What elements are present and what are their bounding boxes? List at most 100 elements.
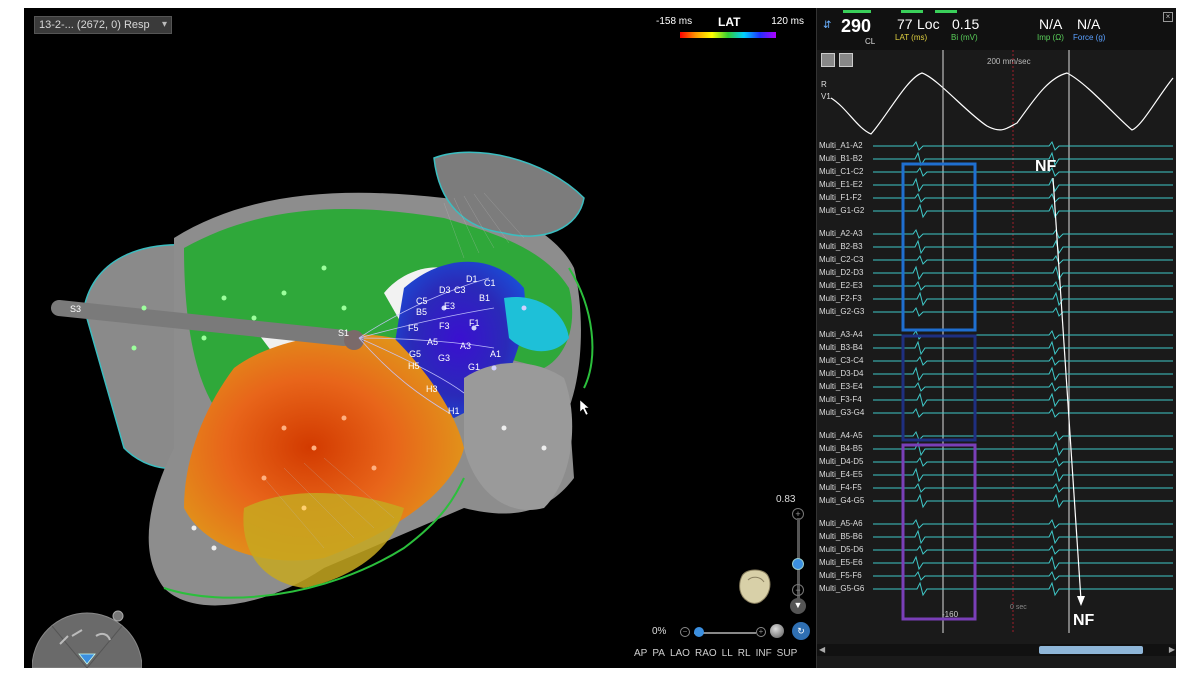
highlight-box-navy [901, 334, 977, 442]
close-icon[interactable]: × [1163, 12, 1173, 22]
map-selector-dropdown[interactable]: 13-2-... (2672, 0) Resp ▾ [34, 16, 172, 34]
lat-metric: 77 LAT (ms) [895, 16, 927, 42]
layout-tool-icon[interactable] [839, 53, 853, 67]
electrode-label: B5 [416, 307, 427, 317]
surface-lead-label: V1 [821, 92, 831, 101]
tool-dial-divider [51, 625, 123, 668]
channel-label: Multi_A1-A2 [819, 141, 863, 150]
cycle-length-label: CL [865, 37, 876, 46]
view-sup-button[interactable]: SUP [776, 648, 798, 659]
channel-trace [873, 467, 1173, 483]
channel-trace [873, 254, 1173, 265]
channel-trace [873, 329, 1173, 340]
channel-label: Multi_E4-E5 [819, 470, 863, 479]
lat-color-bar [680, 32, 776, 38]
status-indicator-bar [843, 10, 871, 13]
3d-map-viewport[interactable]: S3 S1 D1 C1 D3 C3 B1 E3 F1 F3 F5 A5 A3 A… [24, 8, 816, 668]
scrollbar-thumb[interactable] [1039, 646, 1143, 654]
channel-label: Multi_D2-D3 [819, 268, 864, 277]
channel-label: Multi_F4-F5 [819, 483, 862, 492]
egm-traces[interactable] [817, 8, 1176, 668]
tool-dial-pen-icon[interactable] [59, 629, 83, 645]
channel-trace [873, 381, 1173, 392]
electrode-label: H5 [408, 361, 420, 371]
electrode-label: C3 [454, 285, 466, 295]
chevron-down-circle-icon[interactable]: ▼ [790, 598, 806, 614]
sort-arrows-icon[interactable]: ⇵ [823, 20, 832, 31]
channel-trace [873, 192, 1173, 203]
tool-dial-background [32, 612, 142, 668]
surface-lead-r-label: R [821, 80, 827, 89]
electrode-label: S1 [338, 328, 349, 338]
view-ap-button[interactable]: AP [634, 648, 648, 659]
tool-dial-widget[interactable] [32, 608, 142, 668]
channel-trace [873, 228, 1173, 239]
catheter-shaft [51, 300, 352, 346]
view-lao-button[interactable]: LAO [669, 648, 690, 659]
orientation-heart-icon[interactable] [736, 566, 774, 606]
channel-trace [873, 355, 1173, 366]
channel-trace [873, 529, 1173, 545]
egm-horizontal-scrollbar[interactable]: ◀ ▶ [817, 644, 1176, 656]
transparency-slider-track[interactable] [694, 632, 756, 634]
egm-signal-panel[interactable]: ⇵ 290 CL 77 LAT (ms) Loc 0.15 Bi (mV) N/… [816, 8, 1176, 668]
cardiac-map-render[interactable]: S3 S1 D1 C1 D3 C3 B1 E3 F1 F3 F5 A5 A3 A… [24, 8, 816, 668]
channel-label: Multi_G1-G2 [819, 206, 865, 215]
channel-label: Multi_B1-B2 [819, 154, 863, 163]
activation-vector-line [1052, 177, 1082, 601]
channel-trace [873, 340, 1173, 356]
transparency-decrease-button[interactable]: − [680, 627, 690, 637]
zoom-out-button[interactable]: − [792, 584, 804, 596]
view-rl-button[interactable]: RL [737, 648, 751, 659]
sphere-icon[interactable] [770, 624, 784, 638]
lat-points [131, 265, 547, 551]
channel-label: Multi_F3-F4 [819, 395, 862, 404]
electrode-label: D1 [466, 274, 478, 284]
electrode-label: F5 [408, 323, 419, 333]
electrode-label: H3 [426, 384, 438, 394]
channel-trace [873, 570, 1173, 581]
status-indicator-bar [935, 10, 957, 13]
transparency-value: 0% [652, 626, 667, 637]
channel-label: Multi_B3-B4 [819, 343, 863, 352]
impedance-value: N/A [1039, 16, 1063, 32]
egm-toolbar [817, 50, 1176, 70]
zoom-tool-icon[interactable] [821, 53, 835, 67]
channel-trace [873, 555, 1173, 571]
electrode-label: B1 [479, 293, 490, 303]
transparency-increase-button[interactable]: + [756, 627, 766, 637]
channel-label: Multi_A4-A5 [819, 431, 863, 440]
channel-label: Multi_D5-D6 [819, 545, 864, 554]
impedance-label: Imp (Ω) [1037, 33, 1064, 42]
zoom-slider-handle[interactable] [792, 558, 804, 570]
boundary-outline [163, 477, 465, 599]
view-pa-button[interactable]: PA [652, 648, 665, 659]
channel-label: Multi_A2-A3 [819, 229, 863, 238]
channel-label: Multi_C3-C4 [819, 356, 864, 365]
channel-label: Multi_F2-F3 [819, 294, 862, 303]
channel-trace [873, 407, 1173, 418]
tool-dial-add-icon[interactable] [112, 610, 124, 622]
scroll-left-icon[interactable]: ◀ [819, 645, 826, 654]
view-ll-button[interactable]: LL [721, 648, 733, 659]
catheter-tip [344, 330, 364, 350]
channel-label: Multi_F1-F2 [819, 193, 862, 202]
channel-trace [873, 306, 1173, 317]
lat-zone-cyan [504, 297, 569, 352]
channel-trace [873, 177, 1173, 193]
tool-dial-center-icon[interactable] [78, 653, 96, 665]
sweep-speed-label: 200 mm/sec [987, 57, 1031, 66]
scroll-right-icon[interactable]: ▶ [1168, 645, 1175, 654]
view-toggle-icon[interactable]: ↻ [792, 622, 810, 640]
channel-label: Multi_D3-D4 [819, 369, 864, 378]
cycle-length-value: 290 [841, 16, 872, 36]
transparency-slider-handle[interactable] [694, 627, 704, 637]
view-inf-button[interactable]: INF [755, 648, 772, 659]
channel-trace [873, 544, 1173, 555]
force-value: N/A [1077, 16, 1101, 32]
lat-value: 77 [897, 16, 913, 32]
tool-dial-hand-icon[interactable] [95, 632, 111, 641]
view-rao-button[interactable]: RAO [694, 648, 717, 659]
lat-color-legend: -158 ms LAT 120 ms [654, 15, 814, 40]
channel-trace [873, 493, 1173, 509]
